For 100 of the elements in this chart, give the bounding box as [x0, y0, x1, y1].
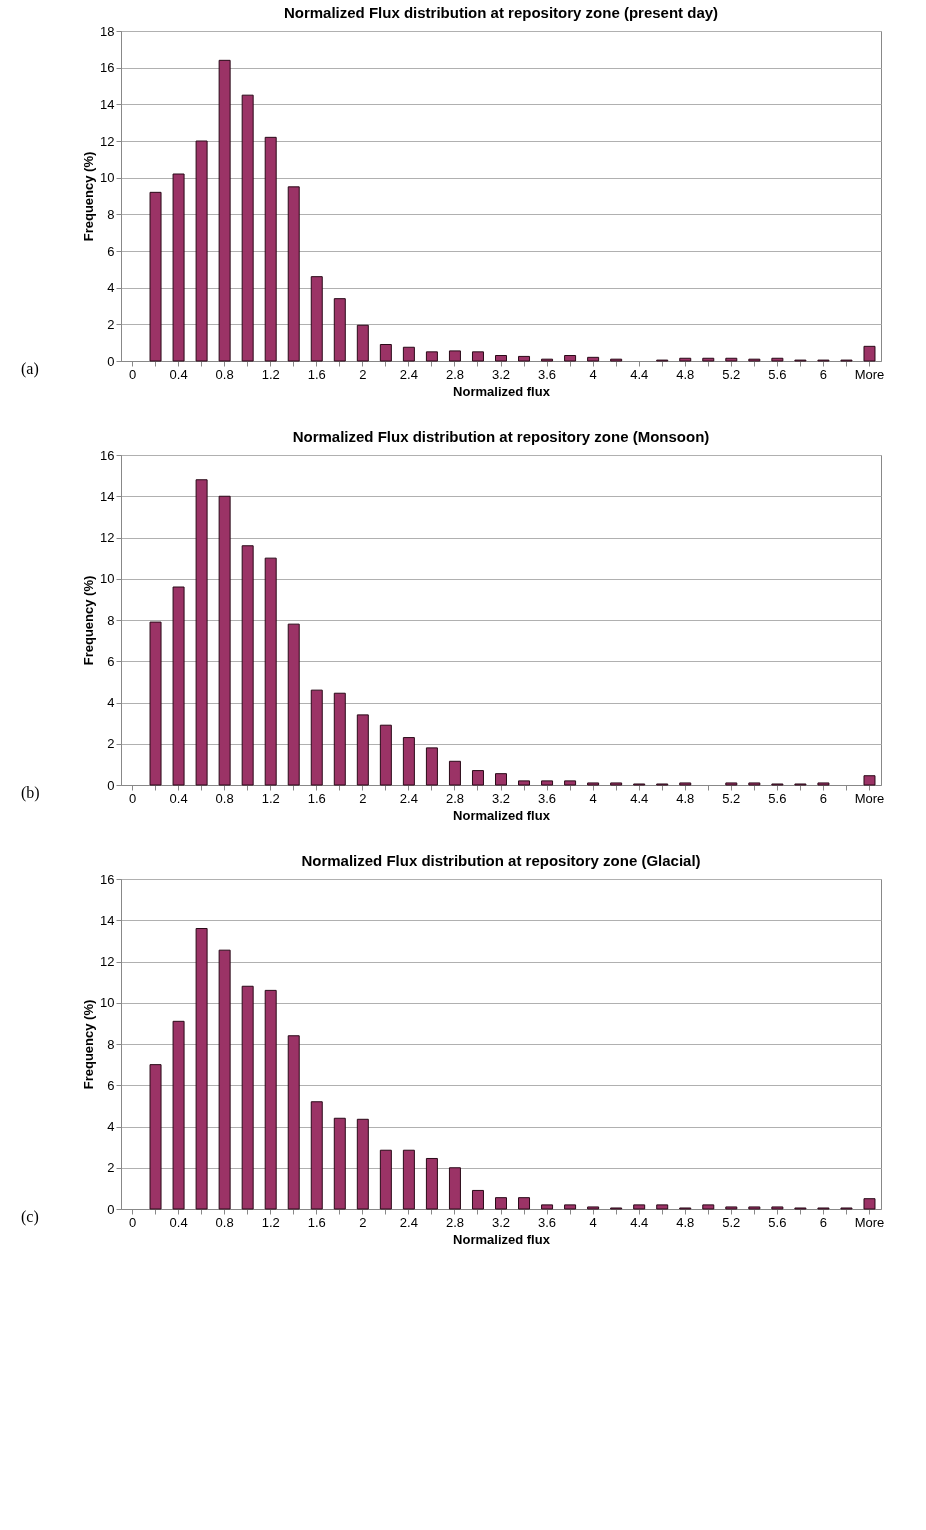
x-tick-label: 1.6 — [307, 790, 326, 806]
y-tick-label: 10 — [100, 571, 115, 587]
x-tick-label: 4 — [589, 790, 597, 806]
y-tick-label: 16 — [100, 447, 115, 463]
x-tick-label: 4.8 — [676, 366, 695, 382]
bar — [241, 545, 254, 786]
x-tick-label: 5.2 — [722, 1214, 741, 1230]
bar — [679, 357, 692, 362]
bar — [564, 780, 577, 786]
bar — [725, 782, 738, 786]
x-tick-label: 3.2 — [491, 790, 511, 806]
chart-title: Normalized Flux distribution at repository zone (Monsoon) — [292, 428, 710, 445]
bar — [195, 479, 208, 786]
bar — [518, 780, 531, 786]
bar — [333, 298, 346, 362]
y-tick-label: 0 — [107, 777, 115, 793]
x-tick-label: 5.6 — [768, 1214, 787, 1230]
x-tick-label: 2 — [359, 366, 367, 382]
bar — [679, 782, 692, 786]
y-tick-label: 12 — [100, 530, 115, 545]
bar — [287, 186, 300, 362]
bar — [402, 346, 415, 362]
bar — [264, 136, 277, 362]
bar — [817, 782, 830, 786]
bar — [310, 689, 323, 786]
x-tick-label: 0 — [128, 366, 137, 382]
bar — [218, 59, 231, 362]
x-tick-label: 2.4 — [399, 790, 418, 806]
bar — [241, 94, 254, 362]
x-tick-label: 0.4 — [169, 1214, 188, 1230]
bar — [172, 1020, 185, 1210]
y-tick-label: 4 — [107, 1119, 115, 1134]
x-tick-label: 0.8 — [215, 1214, 234, 1230]
bar — [771, 357, 784, 362]
bar — [333, 692, 346, 786]
bar — [541, 1204, 554, 1210]
bar — [518, 355, 531, 362]
y-tick-label: 12 — [100, 133, 115, 149]
y-tick-label: 6 — [107, 653, 115, 669]
x-tick-label: 6 — [819, 790, 828, 806]
bar — [610, 782, 623, 786]
chart-title: Normalized Flux distribution at repository zone (present day) — [283, 4, 719, 21]
y-tick-label: 2 — [107, 316, 115, 332]
bar — [218, 949, 231, 1210]
x-tick-label: 2.4 — [399, 366, 418, 382]
y-tick-label: 14 — [100, 488, 115, 504]
x-tick-label: 3.6 — [538, 790, 557, 806]
y-tick-label: 18 — [100, 23, 115, 39]
y-tick-label: 0 — [107, 353, 115, 369]
x-tick-label: 0 — [128, 1214, 137, 1230]
bar — [702, 1204, 715, 1210]
x-tick-label: More — [854, 366, 885, 382]
y-tick-label: 2 — [107, 1160, 115, 1176]
bar — [356, 714, 369, 786]
x-tick-label: 5.6 — [768, 790, 787, 806]
bar — [402, 737, 415, 786]
bar — [149, 1064, 162, 1210]
bar — [264, 557, 277, 786]
x-tick-label: 2 — [359, 1214, 367, 1230]
x-tick-label: 0 — [128, 790, 137, 806]
y-tick-label: 10 — [100, 995, 115, 1011]
x-tick-label: 2.8 — [445, 790, 464, 806]
y-tick-label: 8 — [107, 612, 115, 628]
chart-title: Normalized Flux distribution at repository zone (Glacial) — [301, 852, 701, 869]
x-tick-label: 3.2 — [491, 1214, 511, 1230]
x-tick-label: 4.4 — [630, 790, 649, 806]
y-tick-label: 14 — [100, 96, 115, 112]
x-tick-label: 4.8 — [676, 1214, 695, 1230]
x-tick-label: 0.4 — [169, 366, 188, 382]
x-tick-label: 1.2 — [261, 1214, 280, 1230]
bar — [495, 1197, 507, 1210]
bar — [425, 747, 438, 786]
y-tick-label: 6 — [107, 1077, 115, 1093]
x-axis-title: Normalized flux — [453, 383, 551, 399]
y-tick-label: 10 — [100, 170, 115, 186]
x-tick-label: 1.6 — [307, 1214, 326, 1230]
bar — [425, 351, 438, 362]
text: (a) — [21, 360, 39, 378]
bar — [310, 276, 323, 362]
bar — [471, 351, 484, 362]
y-tick-label: 2 — [107, 736, 115, 752]
bar — [379, 344, 392, 362]
bar — [748, 1206, 761, 1210]
x-tick-label: 3.6 — [538, 366, 557, 382]
bar — [702, 357, 715, 362]
x-tick-label: 1.6 — [307, 366, 326, 382]
bar — [195, 928, 208, 1210]
y-tick-label: 6 — [107, 243, 115, 259]
bar — [587, 1206, 600, 1210]
text: (b) — [21, 784, 40, 802]
bar — [495, 355, 507, 362]
x-tick-label: 5.2 — [722, 366, 741, 382]
bar — [425, 1157, 438, 1210]
bar — [725, 1206, 738, 1210]
x-axis-title: Normalized flux — [453, 1231, 551, 1247]
bar — [771, 1206, 784, 1210]
y-tick-label: 14 — [100, 912, 115, 928]
y-tick-label: 12 — [100, 954, 115, 969]
bar — [241, 985, 254, 1210]
bar — [333, 1117, 346, 1210]
